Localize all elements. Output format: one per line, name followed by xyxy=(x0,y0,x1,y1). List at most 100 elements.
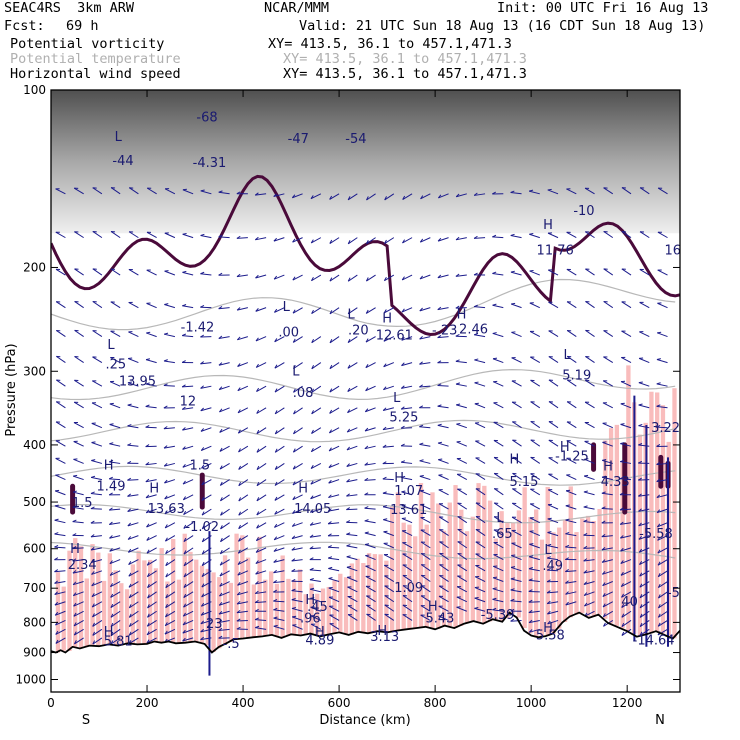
wind-arrow xyxy=(108,476,121,481)
wind-arrow xyxy=(530,421,541,429)
wind-speed-shade xyxy=(96,552,101,647)
wind-arrow xyxy=(528,578,540,583)
extrema-label: H xyxy=(428,599,438,614)
wind-arrow xyxy=(165,559,176,567)
wind-arrow xyxy=(456,441,468,447)
wind-arrow xyxy=(328,577,340,583)
wind-arrow xyxy=(164,232,176,239)
wind-arrow xyxy=(638,547,650,553)
wind-arrow xyxy=(73,440,84,447)
wind-speed-shade xyxy=(366,553,372,634)
wind-arrow xyxy=(437,404,449,409)
wind-speed-shade xyxy=(205,568,210,646)
field-xy-theta: XY= 413.5, 36.1 to 457.1,471.3 xyxy=(283,51,527,67)
wind-arrow xyxy=(309,567,321,572)
wind-arrow xyxy=(455,273,467,277)
wind-arrow xyxy=(510,618,522,622)
wind-arrow xyxy=(529,543,540,549)
wind-arrow xyxy=(584,458,595,464)
wind-arrow xyxy=(182,304,194,309)
wind-arrow xyxy=(475,528,486,537)
wind-speed-shade xyxy=(309,583,314,634)
wind-arrow xyxy=(92,330,103,338)
wind-arrow xyxy=(110,301,121,309)
wind-arrow xyxy=(291,578,303,583)
wind-arrow xyxy=(530,456,541,464)
wind-arrow xyxy=(566,268,577,276)
wind-arrow xyxy=(493,421,504,429)
wind-speed-shade xyxy=(660,405,666,634)
wind-speed-shade xyxy=(153,568,159,642)
wind-arrow xyxy=(238,463,249,470)
wind-arrow xyxy=(218,272,230,276)
wind-arrow xyxy=(510,270,522,276)
wind-arrow xyxy=(420,503,431,510)
wind-arrow xyxy=(620,570,632,576)
wind-arrow xyxy=(566,440,577,447)
wind-arrow xyxy=(475,473,486,481)
wind-arrow xyxy=(511,357,522,364)
wind-arrow xyxy=(346,544,358,549)
wind-arrow xyxy=(182,619,194,626)
wind-arrow xyxy=(145,462,157,466)
x-tick-label: 800 xyxy=(424,696,447,710)
wind-arrow xyxy=(92,637,103,645)
wind-arrow xyxy=(437,274,449,279)
wind-arrow xyxy=(530,488,541,496)
wind-arrow xyxy=(164,494,176,500)
wind-arrow xyxy=(529,555,540,561)
wind-arrow xyxy=(621,601,632,608)
wind-arrow xyxy=(419,442,431,447)
wind-arrow xyxy=(147,601,157,609)
organization: NCAR/MMM xyxy=(264,0,330,16)
wind-speed-shade xyxy=(176,579,182,644)
wind-arrow xyxy=(401,530,413,537)
wind-arrow xyxy=(402,564,413,572)
wind-arrow xyxy=(54,532,66,537)
wind-arrow xyxy=(638,381,650,387)
wind-speed-shade xyxy=(372,554,378,633)
wind-arrow xyxy=(292,307,303,314)
wind-arrow xyxy=(346,427,358,433)
wind-arrow xyxy=(657,570,668,578)
wind-arrow xyxy=(274,494,285,501)
wind-arrow xyxy=(419,274,431,280)
x-tick-label: 400 xyxy=(232,696,255,710)
wind-speed-shade xyxy=(320,588,326,637)
wind-speed-shade xyxy=(147,559,153,644)
wind-arrow xyxy=(238,508,249,516)
wind-arrow xyxy=(585,268,595,276)
wind-arrow xyxy=(273,607,285,612)
wind-speed-shade xyxy=(67,550,72,652)
wind-arrow xyxy=(457,553,468,561)
wind-arrow xyxy=(639,628,650,636)
wind-arrow xyxy=(620,547,632,552)
y-tick-label: 800 xyxy=(23,615,46,629)
wind-arrow xyxy=(583,505,595,510)
wind-arrow xyxy=(92,301,103,309)
wind-arrow xyxy=(292,336,303,343)
wind-speed-shade xyxy=(303,594,308,635)
wind-arrow xyxy=(127,547,139,553)
wind-arrow xyxy=(218,362,230,366)
wind-arrow xyxy=(546,556,559,561)
extrema-label: 5.19 xyxy=(562,369,591,384)
wind-arrow xyxy=(366,604,376,612)
wind-arrow xyxy=(255,559,267,565)
wind-arrow xyxy=(54,504,66,510)
wind-arrow xyxy=(493,380,504,387)
wind-arrow xyxy=(566,421,577,429)
wind-arrow xyxy=(219,407,230,413)
wind-arrow xyxy=(585,329,595,338)
wind-arrow xyxy=(128,268,139,276)
wind-arrow xyxy=(55,268,66,276)
y-axis-label: Pressure (hPa) xyxy=(4,343,19,436)
wind-arrow xyxy=(163,405,175,409)
wind-arrow xyxy=(110,268,121,276)
wind-arrow xyxy=(401,274,413,281)
x-tick-label: 1200 xyxy=(612,696,643,710)
wind-arrow xyxy=(456,586,468,593)
wind-arrow xyxy=(128,610,139,618)
wind-arrow xyxy=(384,613,395,621)
extrema-label: H xyxy=(104,625,114,640)
